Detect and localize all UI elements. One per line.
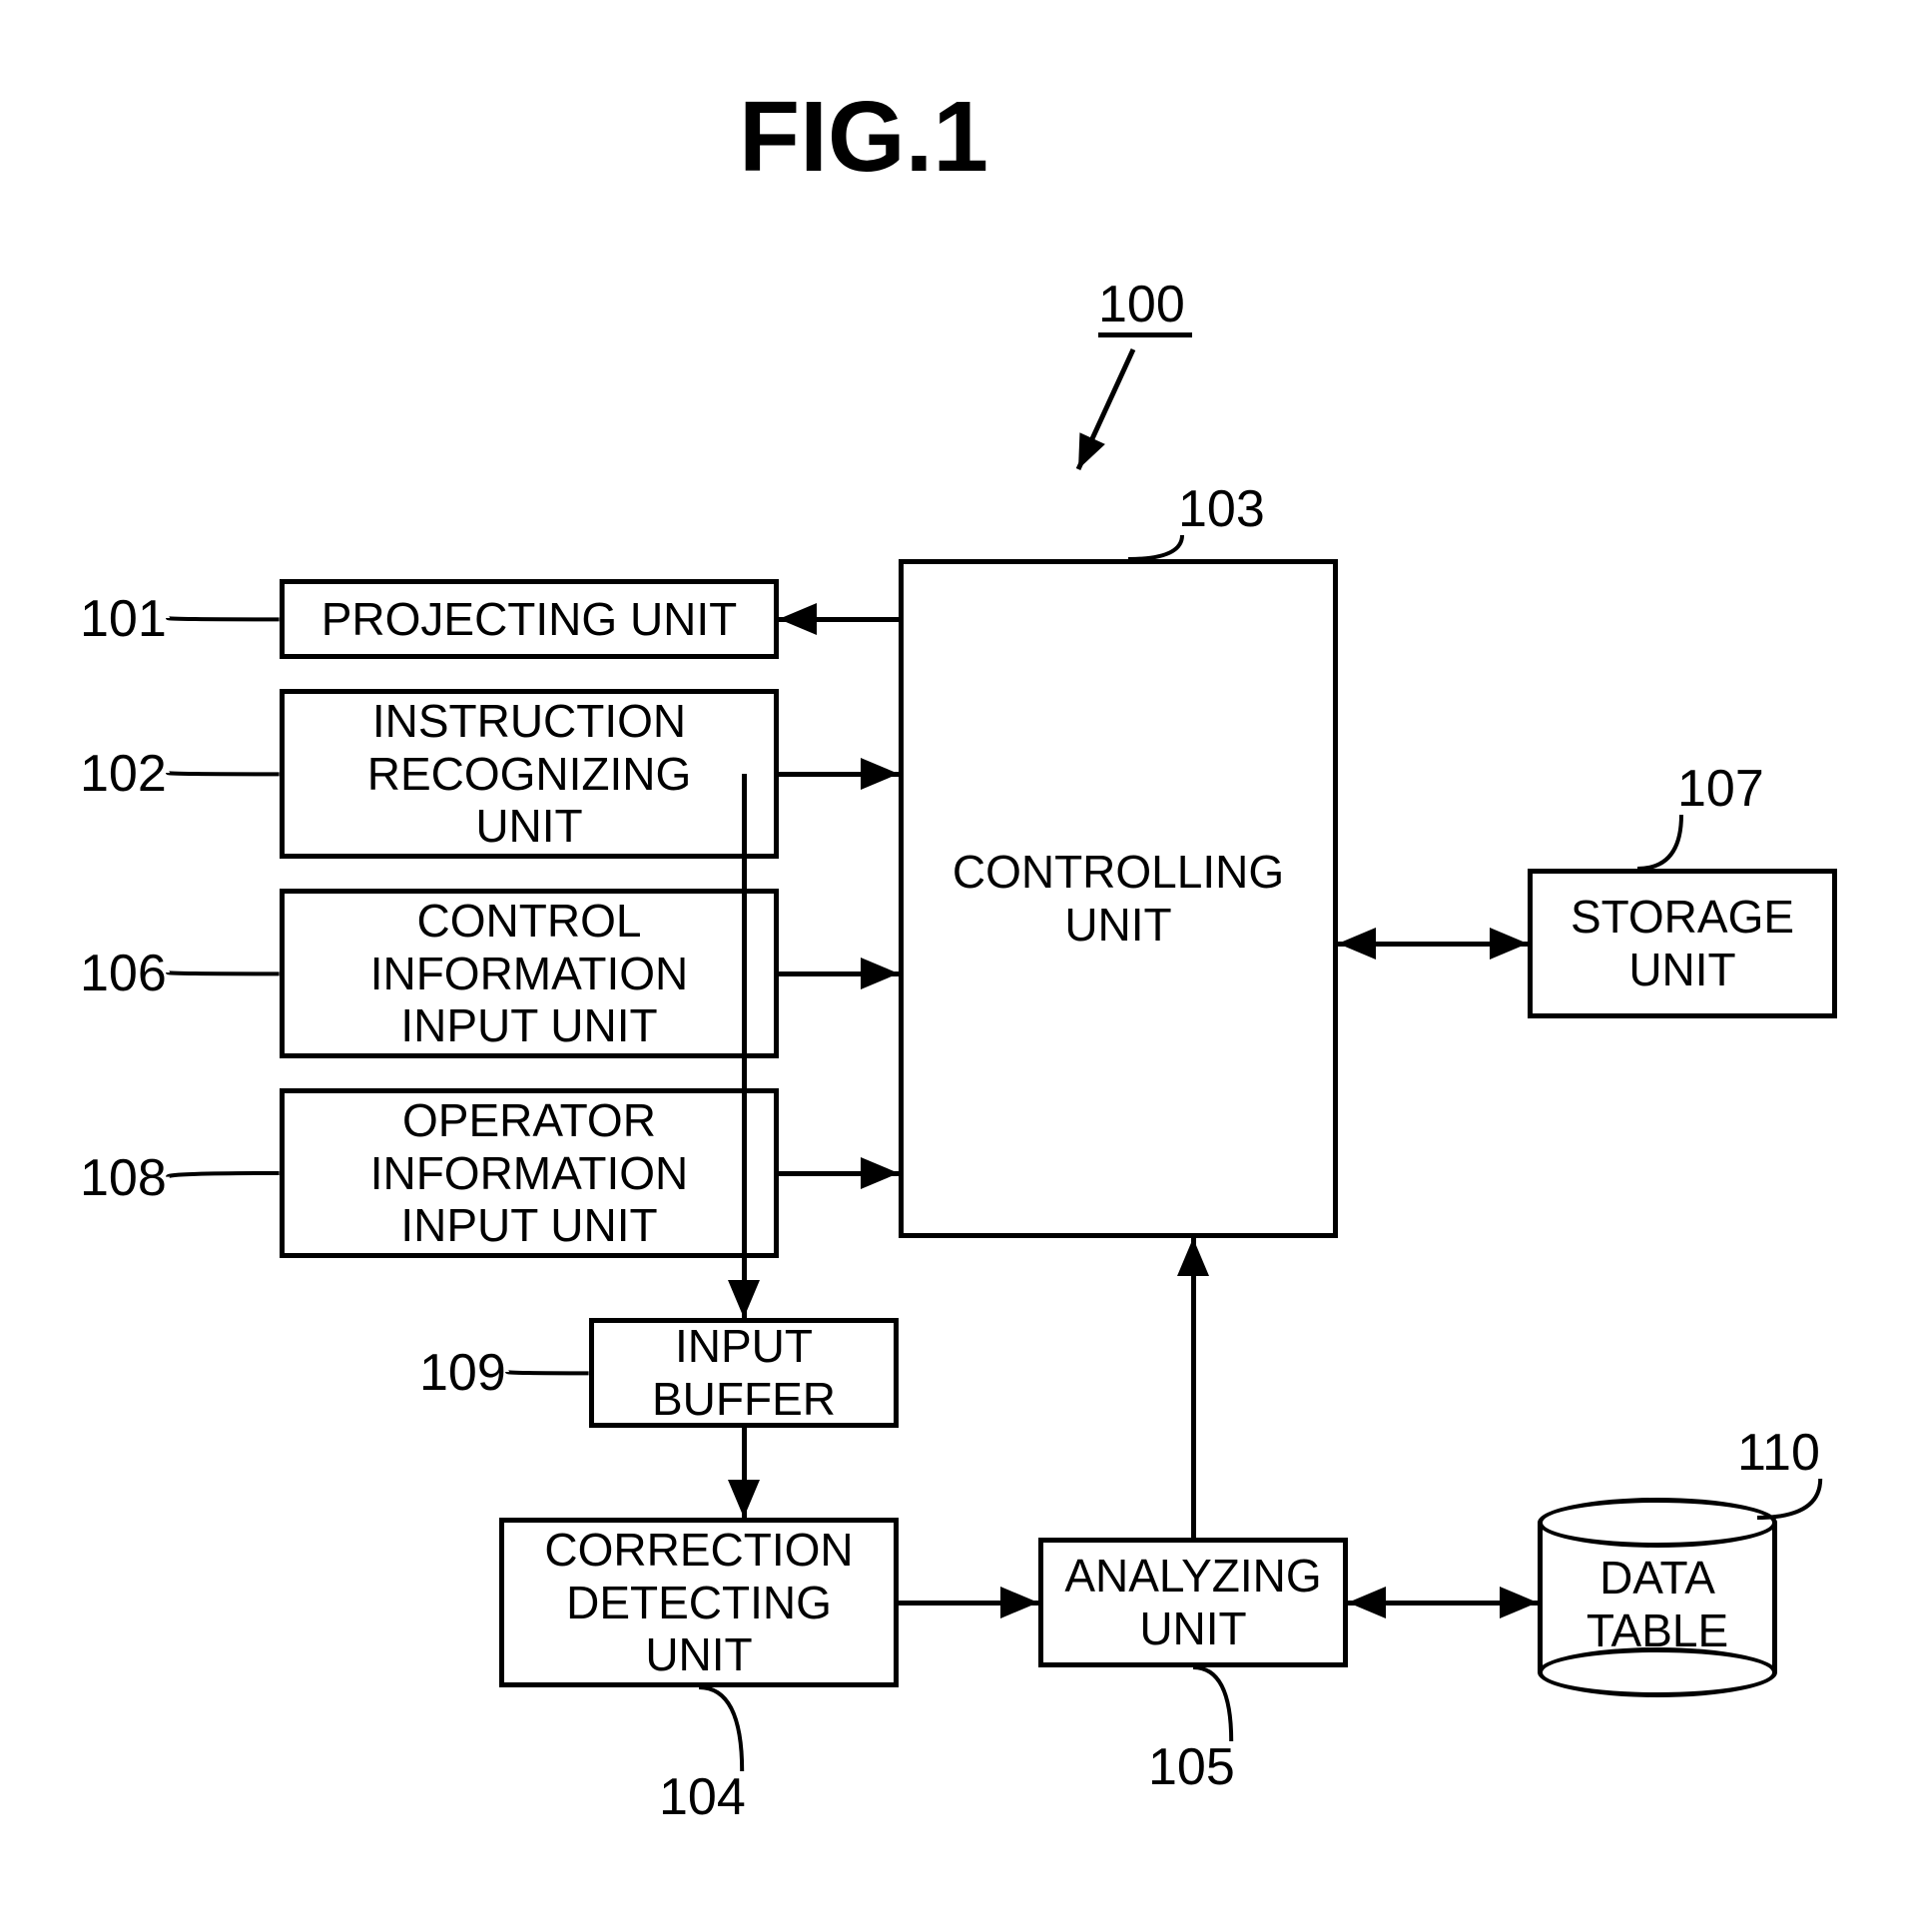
ref-106: 106 bbox=[80, 944, 167, 1003]
ref-102: 102 bbox=[80, 744, 167, 804]
figure-title: FIG.1 bbox=[739, 80, 988, 195]
projecting-block: PROJECTING UNIT bbox=[280, 579, 779, 659]
ref-101: 101 bbox=[80, 589, 167, 649]
data_table-label: DATA TABLE bbox=[1538, 1552, 1777, 1657]
control_in-block: CONTROL INFORMATION INPUT UNIT bbox=[280, 889, 779, 1058]
operator_in-block: OPERATOR INFORMATION INPUT UNIT bbox=[280, 1088, 779, 1258]
ref-109: 109 bbox=[419, 1343, 506, 1403]
analyzing-block: ANALYZING UNIT bbox=[1038, 1538, 1348, 1667]
ref-108: 108 bbox=[80, 1148, 167, 1208]
correction-block: CORRECTION DETECTING UNIT bbox=[499, 1518, 899, 1687]
storage-block: STORAGE UNIT bbox=[1528, 869, 1837, 1018]
data_table-cylinder: DATA TABLE bbox=[1538, 1498, 1777, 1697]
diagram-canvas: FIG.1 PROJECTING UNIT INSTRUCTION RECOGNIZ… bbox=[0, 0, 1908, 1932]
input_buf-block: INPUT BUFFER bbox=[589, 1318, 899, 1428]
controlling-block: CONTROLLING UNIT bbox=[899, 559, 1338, 1238]
instruction-block: INSTRUCTION RECOGNIZING UNIT bbox=[280, 689, 779, 859]
